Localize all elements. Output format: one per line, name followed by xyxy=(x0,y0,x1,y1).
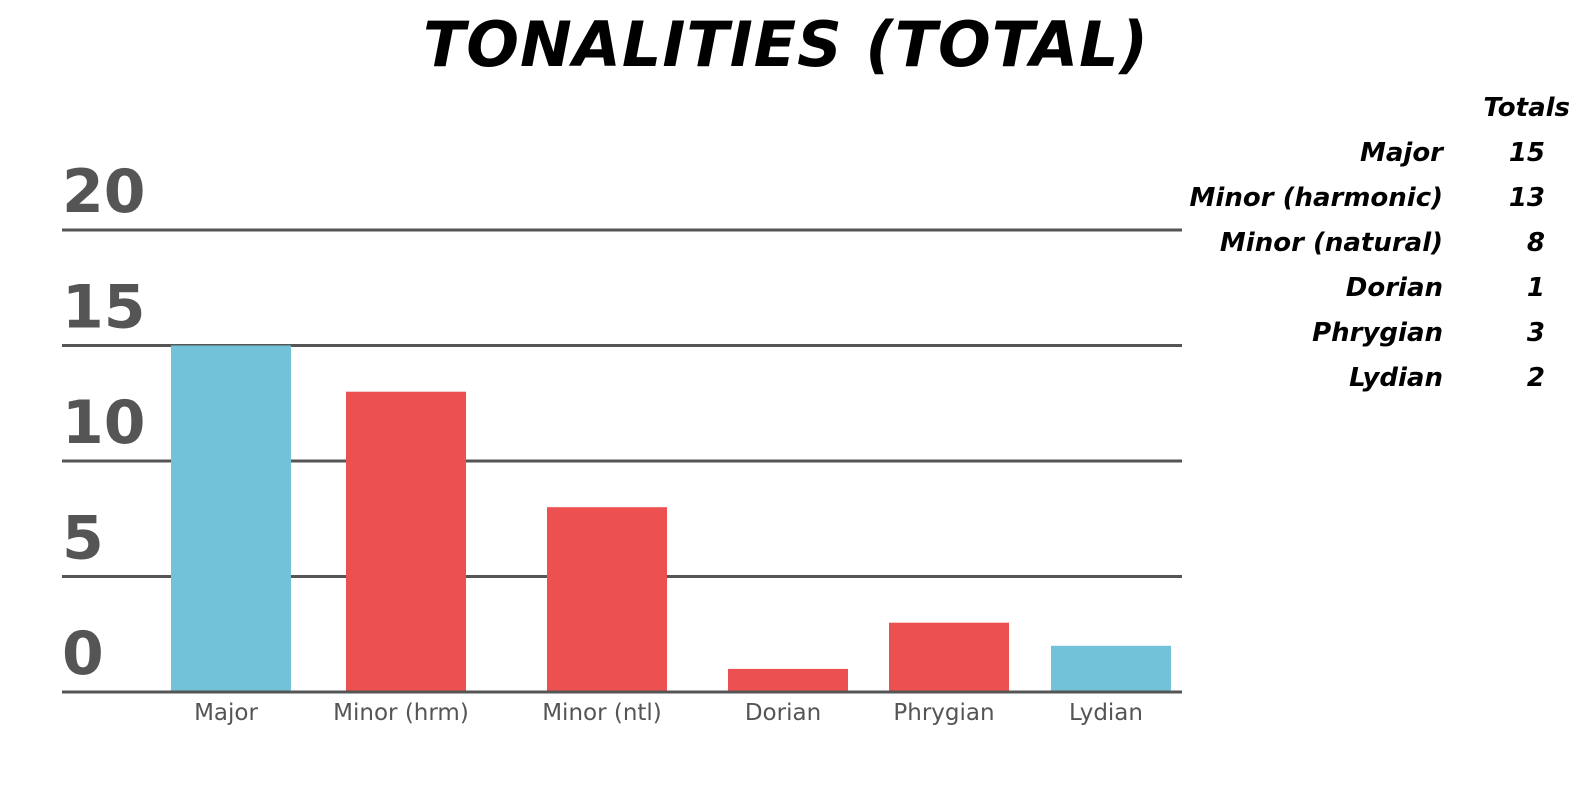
totals-row-label: Minor (natural) xyxy=(1220,228,1443,258)
totals-row-label: Phrygian xyxy=(1312,318,1443,348)
totals-row-label: Dorian xyxy=(1346,273,1443,303)
bar-dorian xyxy=(728,668,848,692)
bar-minor-ntl xyxy=(547,507,667,692)
totals-row-value: 3 xyxy=(1527,318,1545,348)
x-tick-label: Lydian xyxy=(1069,700,1143,726)
y-tick-label: 10 xyxy=(62,388,146,458)
totals-row-label: Major xyxy=(1360,138,1445,168)
totals-row-value: 15 xyxy=(1509,138,1545,168)
bar-lydian xyxy=(1051,645,1171,692)
x-tick-label: Minor (ntl) xyxy=(542,700,662,726)
chart-title: TONALITIES (TOTAL) xyxy=(423,8,1149,81)
totals-row-value: 8 xyxy=(1527,228,1545,258)
bar-phrygian xyxy=(889,622,1009,692)
y-tick-label: 20 xyxy=(62,157,146,227)
totals-table-header: Totals xyxy=(1483,93,1570,123)
y-tick-label: 0 xyxy=(62,619,104,689)
y-tick-label: 15 xyxy=(62,273,146,343)
x-axis-tick-labels: Major Minor (hrm) Minor (ntl) Dorian Phrygia… xyxy=(194,700,1143,726)
totals-row-value: 13 xyxy=(1509,183,1545,213)
y-tick-label: 5 xyxy=(62,504,104,574)
bar-major xyxy=(171,345,291,692)
totals-row-value: 1 xyxy=(1527,273,1545,303)
x-tick-label: Phrygian xyxy=(893,700,994,726)
y-axis-tick-labels: 0 5 10 15 20 xyxy=(62,157,146,689)
bars xyxy=(62,345,1182,694)
totals-row-label: Minor (harmonic) xyxy=(1190,183,1443,213)
x-tick-label: Major xyxy=(194,700,258,726)
x-tick-label: Minor (hrm) xyxy=(333,700,469,726)
totals-row-label: Lydian xyxy=(1349,363,1443,393)
bar-minor-hrm xyxy=(346,391,466,692)
totals-row-value: 2 xyxy=(1527,363,1545,393)
x-tick-label: Dorian xyxy=(745,700,821,726)
